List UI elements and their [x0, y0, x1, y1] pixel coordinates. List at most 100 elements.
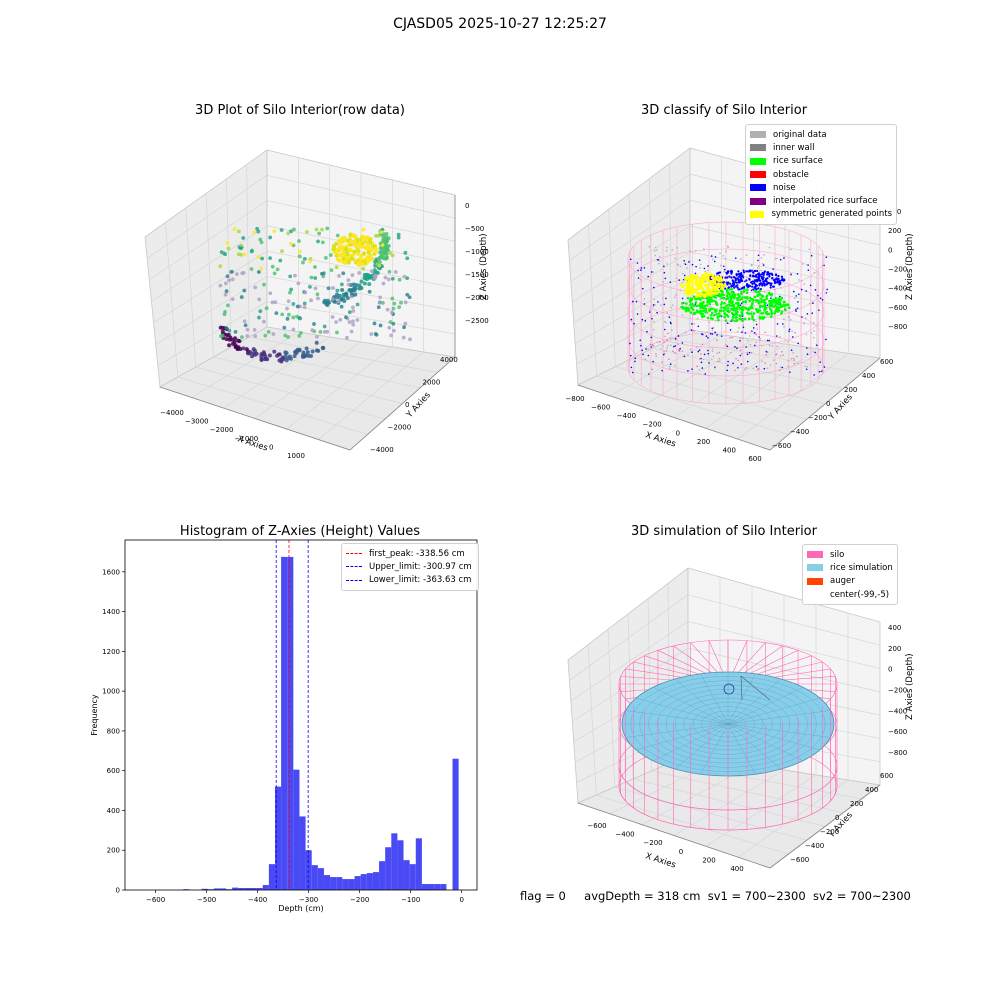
histogram-bar	[219, 888, 227, 890]
scatter-point	[389, 333, 394, 338]
classified-point	[774, 257, 777, 260]
classified-point	[772, 285, 775, 288]
classified-point	[722, 255, 724, 257]
classified-point	[753, 332, 756, 334]
scatter-point	[263, 333, 268, 338]
classified-point	[699, 358, 701, 360]
scatter-point	[262, 282, 266, 287]
classified-point	[783, 318, 785, 320]
scatter-point	[347, 320, 352, 325]
classified-point	[717, 360, 719, 363]
classified-point	[755, 278, 759, 281]
histogram-ytick-label: 0	[116, 887, 120, 895]
classified-point	[658, 256, 661, 258]
classified-point	[672, 350, 674, 353]
classified-point	[648, 246, 651, 248]
classified-point	[752, 318, 756, 322]
scatter-point	[223, 292, 228, 297]
classified-point	[785, 303, 789, 307]
classified-point	[746, 288, 749, 292]
classified-point	[818, 309, 820, 311]
classified-point	[813, 374, 815, 376]
classified-point	[734, 319, 737, 322]
scatter-point	[301, 350, 306, 355]
classified-point	[650, 271, 653, 273]
classified-point	[714, 310, 717, 314]
classified-point	[712, 313, 716, 317]
scatter-point	[336, 299, 341, 304]
classified-point	[726, 276, 729, 279]
classified-point	[666, 263, 668, 265]
classified-point	[780, 296, 784, 300]
classified-point	[727, 291, 730, 295]
classified-point	[751, 314, 754, 318]
histogram-bar	[281, 556, 288, 890]
classified-point	[712, 326, 715, 329]
classified-point	[727, 246, 729, 249]
scatter-point	[233, 343, 238, 348]
plot4-xtick-label: −200	[643, 839, 662, 847]
plot4-ztick-label: −800	[888, 749, 907, 757]
classified-point	[739, 349, 742, 351]
scatter-point	[280, 312, 285, 317]
classified-point	[748, 299, 751, 303]
classified-point	[757, 277, 761, 280]
classified-point	[715, 291, 719, 295]
classified-point	[727, 364, 729, 367]
classified-point	[685, 291, 689, 295]
classified-point	[825, 256, 828, 259]
scatter-point	[242, 319, 247, 324]
classified-point	[731, 315, 735, 319]
classified-point	[787, 365, 789, 368]
scatter-point	[355, 318, 360, 322]
classified-point	[737, 303, 741, 307]
scatter-point	[357, 240, 362, 245]
plot2-xtick-label: −400	[617, 412, 636, 420]
plot4-ytick-label: 400	[865, 786, 878, 794]
scatter-point	[232, 339, 237, 344]
scatter-point	[373, 250, 378, 255]
classified-point	[737, 366, 739, 369]
scatter-point	[256, 229, 261, 234]
classified-point	[735, 273, 738, 276]
legend-item-first-peak: first_peak: -338.56 cm	[346, 547, 474, 560]
classified-point	[674, 294, 677, 296]
classified-point	[770, 272, 773, 275]
scatter-point	[227, 278, 231, 283]
classified-point	[664, 320, 666, 323]
classified-point	[753, 282, 756, 285]
histogram-ytick-label: 1400	[102, 608, 120, 616]
scatter-point	[362, 272, 367, 277]
classified-point	[786, 341, 789, 343]
classified-point	[678, 350, 681, 353]
scatter-point	[341, 292, 346, 297]
classified-point	[763, 284, 766, 287]
scatter-point	[374, 246, 379, 251]
scatter-point	[383, 275, 388, 280]
classified-point	[732, 303, 736, 307]
classified-point	[796, 355, 798, 358]
classified-point	[689, 311, 693, 314]
classified-point	[717, 288, 720, 292]
plot2-xtick-label: −600	[591, 404, 610, 412]
classified-point	[760, 257, 763, 259]
scatter-point	[378, 249, 383, 254]
scatter-point	[302, 256, 307, 261]
classified-point	[726, 309, 730, 313]
classified-point	[717, 271, 720, 274]
plot1-xtick-label: 1000	[287, 452, 305, 460]
histogram-bar	[299, 816, 306, 890]
histogram-bar	[428, 884, 435, 890]
classified-point	[734, 285, 737, 288]
scatter-point	[256, 255, 261, 259]
classified-point	[766, 271, 769, 274]
plot1-ytick-label: −2000	[388, 424, 412, 432]
scatter-point	[252, 327, 257, 332]
classified-point	[821, 299, 824, 301]
scatter-point	[392, 301, 397, 306]
classified-point	[702, 315, 706, 318]
classified-point	[760, 344, 763, 347]
classified-point	[778, 281, 781, 285]
scatter-point	[289, 229, 293, 234]
classified-point	[793, 362, 796, 365]
